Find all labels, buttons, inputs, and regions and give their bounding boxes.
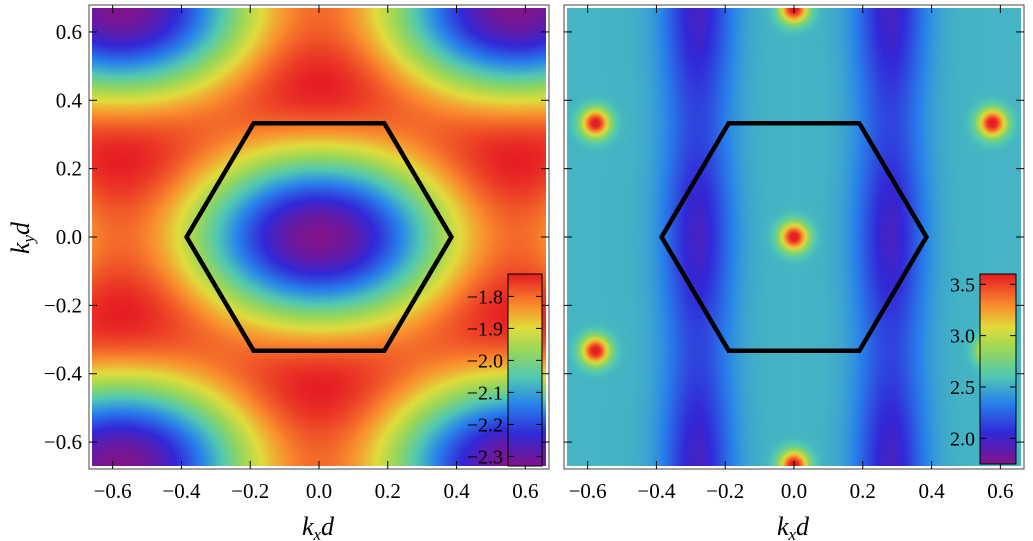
y-tick-label: 0.0 xyxy=(56,225,82,249)
left-colorbar-labels: −1.8 −1.9 −2.0 −2.1 −2.2 −2.3 xyxy=(467,286,503,468)
x-tick-label: −0.2 xyxy=(231,479,269,503)
left-panel xyxy=(88,4,550,470)
colorbar-tick-label: −2.3 xyxy=(467,446,503,468)
x-tick-label: 0.0 xyxy=(306,479,332,503)
left-brillouin-zone xyxy=(183,120,455,354)
right-colorbar-ticks xyxy=(980,283,1016,439)
left-y-axis-label: kyd xyxy=(6,221,38,254)
x-tick-label: 0.0 xyxy=(781,479,807,503)
colorbar-tick-label: −2.2 xyxy=(467,414,503,436)
right-x-tick-labels: −0.6 −0.4 −0.2 0.0 0.2 0.4 0.6 xyxy=(569,479,1014,503)
right-colorbar-labels: 3.5 3.0 2.5 2.0 xyxy=(950,274,975,450)
x-tick-label: 0.6 xyxy=(987,479,1013,503)
colorbar-tick-label: 2.0 xyxy=(950,428,975,450)
y-tick-label: 0.6 xyxy=(56,20,82,44)
x-tick-label: −0.2 xyxy=(706,479,744,503)
x-tick-label: −0.4 xyxy=(162,479,201,503)
y-tick-label: 0.4 xyxy=(56,88,83,112)
y-tick-label: −0.2 xyxy=(44,293,82,317)
right-heatmap-image xyxy=(567,8,1021,466)
colorbar-tick-label: −2.1 xyxy=(467,382,503,404)
right-x-axis-label: kxd xyxy=(777,512,810,541)
left-colorbar-frame xyxy=(507,273,543,467)
colorbar-tick-label: −2.0 xyxy=(467,350,503,372)
left-heatmap-image xyxy=(92,8,546,466)
right-colorbar-frame xyxy=(979,273,1017,465)
x-tick-label: −0.4 xyxy=(637,479,676,503)
left-x-axis-label: kxd xyxy=(302,512,335,541)
right-brillouin-zone xyxy=(658,120,930,354)
x-tick-label: 0.4 xyxy=(443,479,470,503)
right-panel xyxy=(563,4,1025,470)
x-tick-label: −0.6 xyxy=(569,479,607,503)
x-tick-label: 0.2 xyxy=(850,479,876,503)
right-colorbar-gradient xyxy=(980,274,1016,464)
y-tick-label: 0.2 xyxy=(56,157,82,181)
colorbar-tick-label: 3.5 xyxy=(950,274,975,296)
colorbar-tick-label: −1.8 xyxy=(467,286,503,308)
right-ticks xyxy=(564,5,1024,469)
y-tick-label: −0.4 xyxy=(44,362,83,386)
colorbar-tick-label: 3.0 xyxy=(950,326,975,348)
x-tick-label: 0.6 xyxy=(512,479,538,503)
x-tick-label: 0.4 xyxy=(918,479,945,503)
y-tick-label: −0.6 xyxy=(44,430,82,454)
x-tick-label: −0.6 xyxy=(94,479,132,503)
left-colorbar-ticks xyxy=(508,295,542,457)
x-tick-label: 0.2 xyxy=(375,479,401,503)
colorbar-tick-label: 2.5 xyxy=(950,377,975,399)
left-ticks xyxy=(89,5,549,469)
left-colorbar-gradient xyxy=(508,274,542,466)
left-x-tick-labels: −0.6 −0.4 −0.2 0.0 0.2 0.4 0.6 xyxy=(94,479,539,503)
left-y-tick-labels: 0.6 0.4 0.2 0.0 −0.2 −0.4 −0.6 xyxy=(44,20,83,454)
colorbar-tick-label: −1.9 xyxy=(467,318,503,340)
